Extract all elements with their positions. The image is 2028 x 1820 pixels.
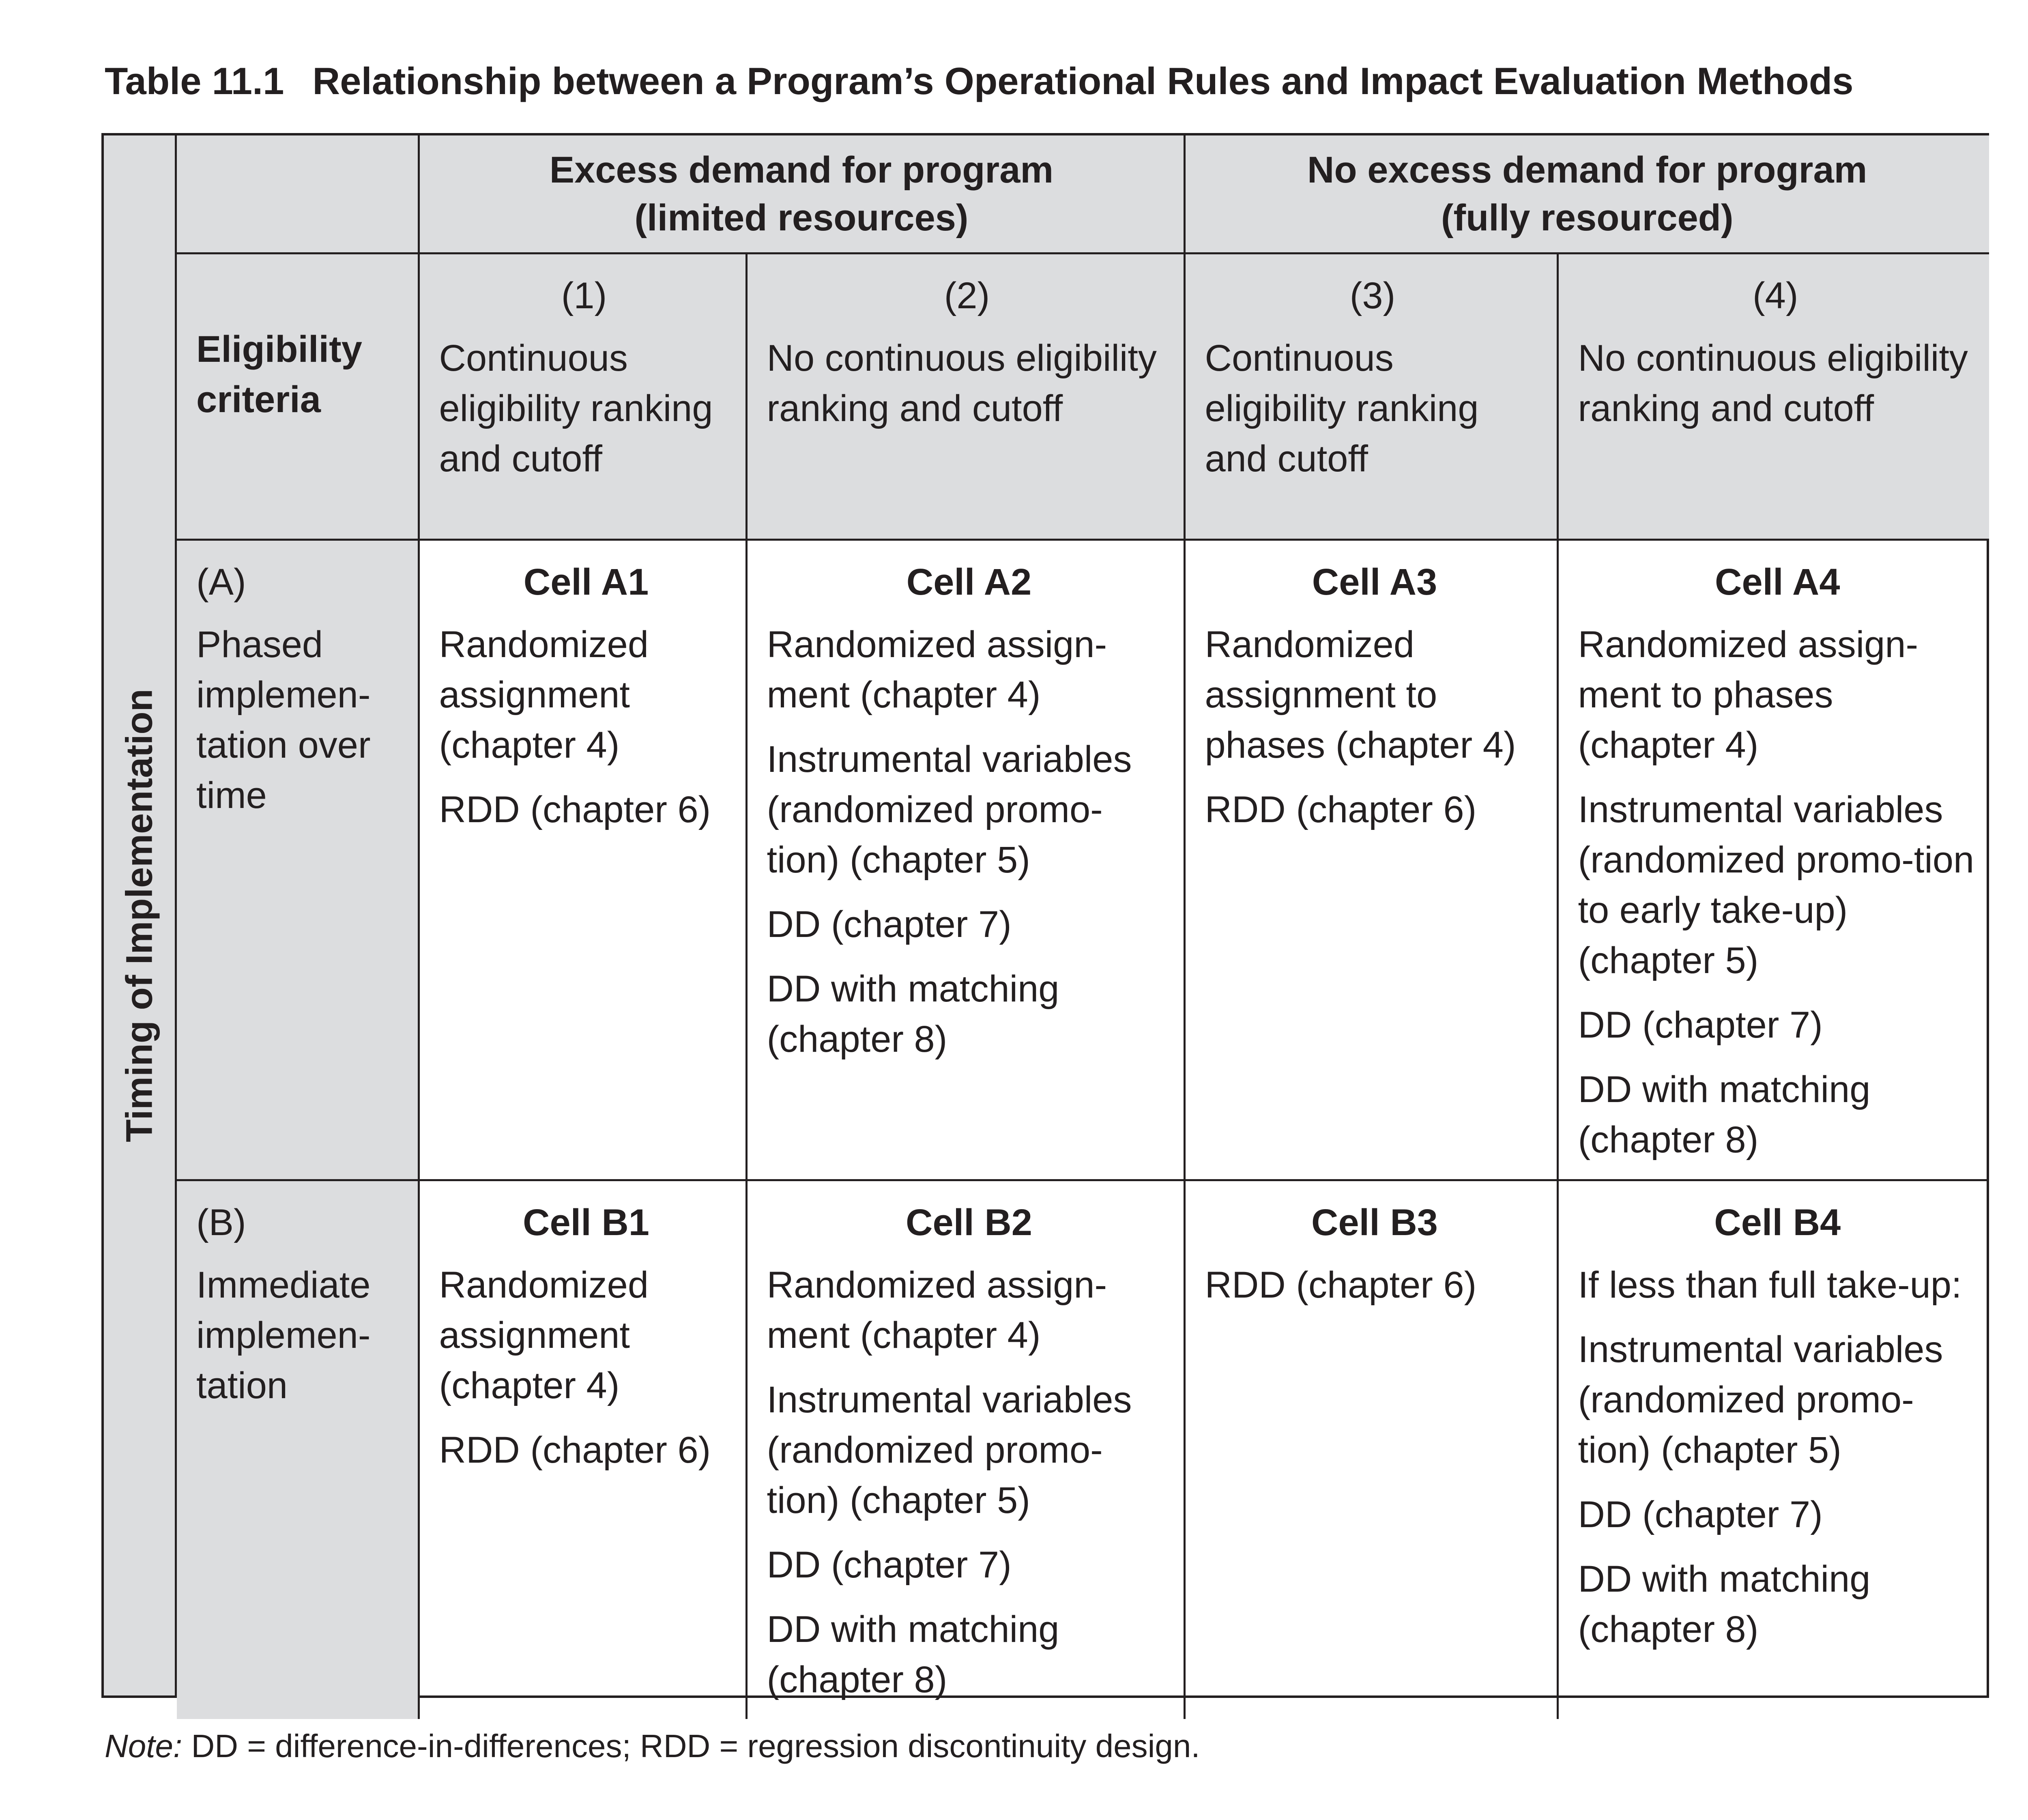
column-header-1: (1) Continuous eligibility ranking and c… xyxy=(417,252,748,541)
table-caption: Table 11.1 Relationship between a Program… xyxy=(105,57,1853,105)
methods-table: Excess demand for program (limited resou… xyxy=(177,135,1989,1719)
cell-b1: Cell B1 Randomized assignment (chapter 4… xyxy=(417,1179,748,1719)
table-number: Table 11.1 xyxy=(105,60,284,102)
row-label-a: (A) Phased implemen-tation over time xyxy=(177,538,420,1181)
note-text: DD = difference-in-differences; RDD = re… xyxy=(182,1728,1200,1764)
group-header-excess: Excess demand for program (limited resou… xyxy=(417,135,1186,254)
cell-a4: Cell A4 Randomized assign-ment to phases… xyxy=(1556,538,1989,1181)
table-title: Relationship between a Program’s Operati… xyxy=(312,60,1854,102)
row-a: (A) Phased implemen-tation over time Cel… xyxy=(177,538,1989,1181)
column-header-4: (4) No continuous eligibility ranking an… xyxy=(1556,252,1989,541)
table-note: Note: DD = difference-in-differences; RD… xyxy=(105,1724,1200,1768)
row-b: (B) Immediate implemen-tation Cell B1 Ra… xyxy=(177,1179,1989,1719)
side-label: Timing of Implementation xyxy=(118,689,160,1142)
eligibility-criteria-label: Eligibility criteria xyxy=(177,252,420,541)
row-label-b: (B) Immediate implemen-tation xyxy=(177,1179,420,1719)
table-frame: Timing of Implementation Excess demand f… xyxy=(101,133,1989,1719)
cell-b3: Cell B3 RDD (chapter 6) xyxy=(1183,1179,1559,1719)
group-header-no-excess: No excess demand for program (fully reso… xyxy=(1183,135,1989,254)
cell-a2: Cell A2 Randomized assign-ment (chapter … xyxy=(745,538,1186,1181)
column-header-3: (3) Continuous eligibility ranking and c… xyxy=(1183,252,1559,541)
cell-a3: Cell A3 Randomized assignment to phases … xyxy=(1183,538,1559,1181)
note-label: Note: xyxy=(105,1728,183,1764)
cell-b2: Cell B2 Randomized assign-ment (chapter … xyxy=(745,1179,1186,1719)
group-header-row: Excess demand for program (limited resou… xyxy=(177,135,1989,254)
cell-a1: Cell A1 Randomized assignment (chapter 4… xyxy=(417,538,748,1181)
cell-b4: Cell B4 If less than full take-up: Instr… xyxy=(1556,1179,1989,1719)
column-header-2: (2) No continuous eligibility ranking an… xyxy=(745,252,1186,541)
side-label-column: Timing of Implementation xyxy=(104,135,177,1695)
corner-cell xyxy=(177,135,420,254)
column-header-row: Eligibility criteria (1) Continuous elig… xyxy=(177,252,1989,541)
